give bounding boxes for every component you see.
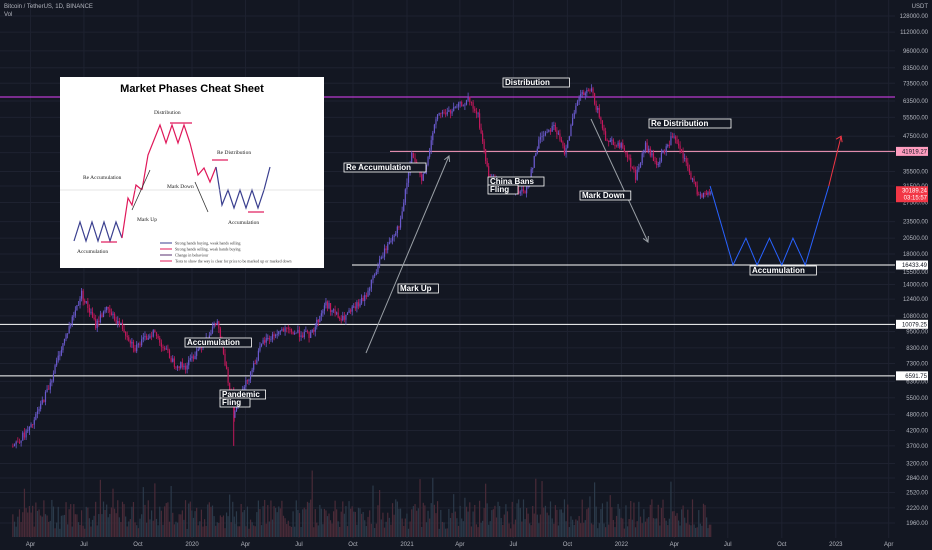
annotation-label: Mark Up <box>400 284 432 293</box>
chart-header: Bitcoin / TetherUS, 1D, BINANCE Vol <box>4 3 93 19</box>
y-tick-label: 128000.00 <box>900 14 929 20</box>
x-tick-label: Jul <box>295 542 303 548</box>
y-tick-label: 5500.00 <box>906 396 928 402</box>
currency-label: USDT <box>912 4 929 10</box>
annotation-label: Fling <box>490 185 509 194</box>
y-tick-label: 112000.00 <box>900 30 929 36</box>
projection-paths <box>709 135 843 267</box>
x-tick-label: Apr <box>241 542 250 548</box>
annotation-label: Re Distribution <box>651 119 708 128</box>
annotation-label: Re Accumulation <box>346 163 411 172</box>
y-tick-label: 4800.00 <box>906 412 928 418</box>
phase-arrows <box>365 118 649 354</box>
y-tick-label: 96000.00 <box>903 49 929 55</box>
level-tag: 16433.49 <box>902 263 928 269</box>
y-tick-label: 63500.00 <box>903 99 929 105</box>
x-tick-label: Jul <box>80 542 88 548</box>
y-tick-label: 10800.00 <box>903 314 929 320</box>
annotation-label: Fling <box>222 398 241 407</box>
annotations: Distribution Re Accumulation Re Distributi… <box>184 77 817 408</box>
y-tick-label: 83500.00 <box>903 66 929 72</box>
cheat-legend-text: Strong hands buying, weak hands selling <box>175 241 241 247</box>
y-tick-label: 9500.00 <box>906 329 928 335</box>
x-tick-label: Apr <box>26 542 35 548</box>
y-tick-label: 2840.00 <box>906 476 928 482</box>
x-tick-label: Apr <box>670 542 679 548</box>
time-axis[interactable]: Apr Jul Oct 2020 Apr Jul Oct 2021 Apr Jul Oct 2022 A… <box>26 542 894 548</box>
x-tick-label: 2023 <box>829 542 843 548</box>
y-tick-label: 23500.00 <box>903 220 929 226</box>
y-tick-label: 1960.00 <box>906 521 928 527</box>
y-tick-label: 15500.00 <box>903 270 929 276</box>
cheat-label: Mark Down <box>167 184 194 190</box>
y-tick-label: 7300.00 <box>906 361 928 367</box>
x-tick-label: Oct <box>563 542 573 548</box>
level-tag: 41919.27 <box>902 149 928 155</box>
y-tick-label: 6300.00 <box>906 379 928 385</box>
y-tick-label: 12400.00 <box>903 297 929 303</box>
x-tick-label: Oct <box>133 542 143 548</box>
price-axis[interactable]: USDT 128000.00 112000.00 96000.00 83500.00 73… <box>895 0 932 550</box>
annotation-label: China Bans <box>490 177 535 186</box>
x-tick-label: Jul <box>509 542 517 548</box>
x-tick-label: 2021 <box>400 542 414 548</box>
cheat-label: Re Accumulation <box>83 175 122 181</box>
annotation-label: Pandemic <box>222 390 260 399</box>
level-tags: 41919.27 16433.49 10079.25 6591.75 30189.240… <box>896 146 928 381</box>
annotation-label: Mark Down <box>582 191 625 200</box>
cheat-label: Accumulation <box>228 220 259 226</box>
volume-bars <box>12 470 712 537</box>
y-tick-label: 73500.00 <box>903 81 929 87</box>
y-tick-label: 47500.00 <box>903 134 929 140</box>
cheat-legend-text: Tests to show the way is clear for price… <box>175 259 291 264</box>
level-tag: 10079.25 <box>902 322 928 328</box>
cheat-label: Distribution <box>154 110 181 116</box>
y-tick-label: 18000.00 <box>903 252 929 258</box>
y-tick-label: 14000.00 <box>903 282 929 288</box>
x-tick-label: Oct <box>348 542 358 548</box>
cheat-sheet-title: Market Phases Cheat Sheet <box>120 83 264 95</box>
cheat-legend-text: Change in behaviour <box>175 253 209 258</box>
cheat-label: Mark Up <box>137 217 157 223</box>
y-tick-label: 3200.00 <box>906 462 928 468</box>
x-tick-label: Oct <box>777 542 787 548</box>
y-tick-label: 2220.00 <box>906 506 928 512</box>
x-tick-label: Apr <box>884 542 893 548</box>
y-tick-label: 2520.00 <box>906 491 928 497</box>
vol-label: Vol <box>4 12 13 18</box>
y-tick-label: 35500.00 <box>903 170 929 176</box>
cheat-legend-text: Strong hands selling, weak hands buying <box>175 247 241 253</box>
annotation-label: Distribution <box>505 78 550 87</box>
countdown-tag: 03:15:57 <box>904 196 928 202</box>
symbol-line: Bitcoin / TetherUS, 1D, BINANCE <box>4 4 93 10</box>
cheat-sheet-image: Market Phases Cheat Sheet Distribution Re… <box>60 77 324 268</box>
y-tick-label: 20500.00 <box>903 236 929 242</box>
y-tick-label: 27500.00 <box>903 201 929 207</box>
x-tick-label: Apr <box>455 542 464 548</box>
level-tag: 6591.75 <box>905 374 927 380</box>
y-tick-label: 55500.00 <box>903 115 929 121</box>
x-tick-label: 2022 <box>615 542 629 548</box>
x-tick-label: 2020 <box>185 542 199 548</box>
last-price-tag: 30189.24 <box>902 189 928 195</box>
y-tick-label: 4200.00 <box>906 429 928 435</box>
y-tick-label: 8300.00 <box>906 346 928 352</box>
annotation-label: Accumulation <box>187 338 240 347</box>
cheat-label: Accumulation <box>77 249 108 255</box>
annotation-label: Accumulation <box>752 266 805 275</box>
x-tick-label: Jul <box>724 542 732 548</box>
y-tick-label: 3700.00 <box>906 444 928 450</box>
price-candles <box>12 84 712 449</box>
cheat-label: Re Distribution <box>217 150 251 156</box>
